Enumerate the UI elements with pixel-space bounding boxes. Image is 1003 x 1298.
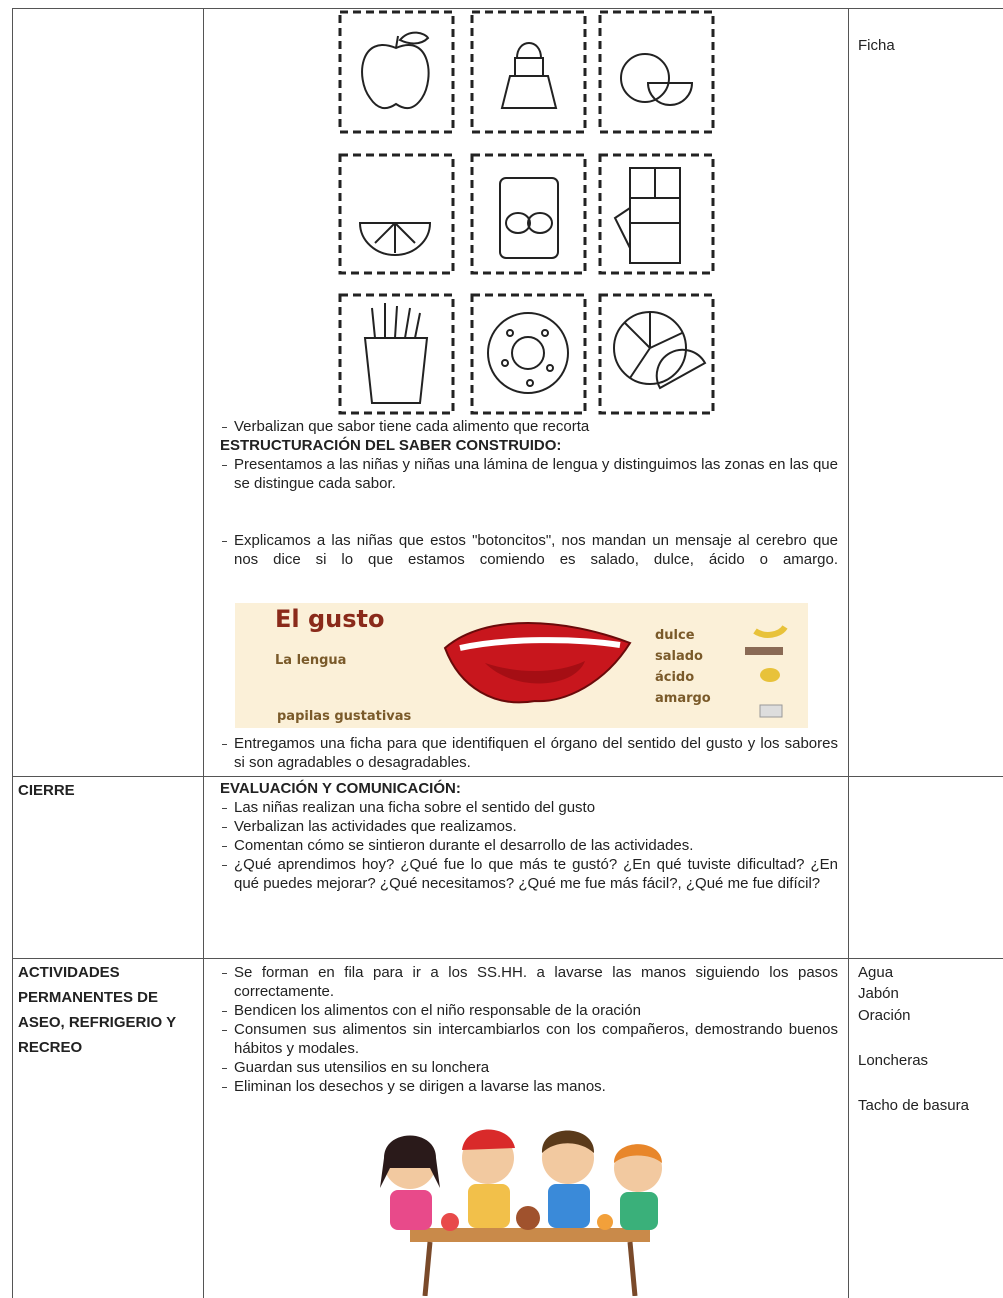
list-item: ¿Qué aprendimos hoy? ¿Qué fue lo que más… xyxy=(220,855,838,893)
item-text: Presentamos a las niñas y niñas una lámi… xyxy=(234,456,838,492)
row-divider xyxy=(12,958,1003,959)
material: Oración xyxy=(858,1007,911,1024)
activity-text: Se forman en fila para ir a los SS.HH. a… xyxy=(220,963,838,1096)
section-heading: ESTRUCTURACIÓN DEL SABER CONSTRUIDO: xyxy=(220,437,562,454)
material: Ficha xyxy=(858,37,895,54)
column-divider xyxy=(12,8,13,1298)
organ-label: La lengua xyxy=(275,653,347,668)
item-text: Explicamos a las niñas que estos "botonc… xyxy=(234,532,838,568)
item-text: Comentan cómo se sintieron durante el de… xyxy=(234,837,694,854)
flavor-label: amargo xyxy=(655,691,711,706)
flavor-label: salado xyxy=(655,649,703,664)
list-item: Guardan sus utensilios en su lonchera xyxy=(220,1058,838,1077)
list-item: Verbalizan las actividades que realizamo… xyxy=(220,817,838,836)
list-item: Se forman en fila para ir a los SS.HH. a… xyxy=(220,963,838,1001)
list-item: Entregamos una ficha para que identifiqu… xyxy=(220,734,838,772)
lips-drawing xyxy=(443,622,788,718)
item-text: Eliminan los desechos y se dirigen a lav… xyxy=(234,1078,606,1095)
phase-label: CIERRE xyxy=(18,782,75,799)
illustration-caption: papilas gustativas xyxy=(277,709,412,724)
list-item: Comentan cómo se sintieron durante el de… xyxy=(220,836,838,855)
children-illustration xyxy=(380,1129,662,1296)
list-item: Explicamos a las niñas que estos "botonc… xyxy=(220,531,838,569)
item-text: ¿Qué aprendimos hoy? ¿Qué fue lo que más… xyxy=(234,856,838,892)
list-item: Consumen sus alimentos sin intercambiarl… xyxy=(220,1020,838,1058)
item-text: Guardan sus utensilios en su lonchera xyxy=(234,1059,490,1076)
list-item: Las niñas realizan una ficha sobre el se… xyxy=(220,798,838,817)
item-text: Bendicen los alimentos con el niño respo… xyxy=(234,1002,641,1019)
list-item: Presentamos a las niñas y niñas una lámi… xyxy=(220,455,838,493)
material: Loncheras xyxy=(858,1052,929,1069)
item-text: Se forman en fila para ir a los SS.HH. a… xyxy=(234,964,838,1000)
activity-text: Verbalizan que sabor tiene cada alimento… xyxy=(220,417,838,569)
illustration-title: El gusto xyxy=(275,605,385,633)
item-text: Las niñas realizan una ficha sobre el se… xyxy=(234,799,596,816)
cutout-grid xyxy=(338,10,715,415)
activity-text: Entregamos una ficha para que identifiqu… xyxy=(220,734,838,772)
activity-text: EVALUACIÓN Y COMUNICACIÓN: Las niñas rea… xyxy=(220,779,838,893)
table-border xyxy=(12,8,1003,9)
item-text: Entregamos una ficha para que identifiqu… xyxy=(234,735,838,771)
column-divider xyxy=(203,8,204,1298)
item-text: Verbalizan que sabor tiene cada alimento… xyxy=(234,418,590,435)
flavor-list: dulce salado ácido amargo xyxy=(655,625,711,709)
phase-label: ACTIVIDADES PERMANENTES DE ASEO, REFRIGE… xyxy=(18,964,176,1056)
flavor-label: ácido xyxy=(655,670,695,685)
material: Agua xyxy=(858,964,894,981)
column-divider xyxy=(848,8,849,1298)
flavor-label: dulce xyxy=(655,628,695,643)
row-divider xyxy=(12,776,1003,777)
taste-illustration: El gusto La lengua dulce salado ácido am… xyxy=(235,603,808,728)
list-item: Verbalizan que sabor tiene cada alimento… xyxy=(220,417,838,436)
material: Jabón xyxy=(858,985,899,1002)
list-item: Eliminan los desechos y se dirigen a lav… xyxy=(220,1077,838,1096)
item-text: Verbalizan las actividades que realizamo… xyxy=(234,818,517,835)
item-text: Consumen sus alimentos sin intercambiarl… xyxy=(234,1021,838,1057)
list-item: Bendicen los alimentos con el niño respo… xyxy=(220,1001,838,1020)
section-heading: EVALUACIÓN Y COMUNICACIÓN: xyxy=(220,780,461,797)
material: Tacho de basura xyxy=(858,1097,969,1114)
